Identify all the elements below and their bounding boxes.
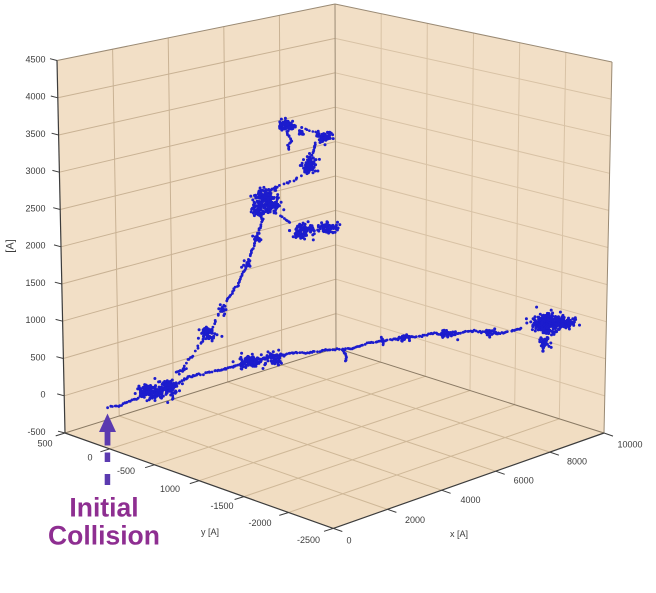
svg-text:[A]: [A] [5,239,17,252]
svg-text:y [A]: y [A] [201,527,219,537]
svg-text:Collision: Collision [48,521,160,551]
svg-text:4500: 4500 [25,54,45,64]
svg-text:0: 0 [346,536,351,546]
svg-text:-1500: -1500 [210,501,233,511]
svg-text:Initial: Initial [69,493,138,523]
svg-text:500: 500 [37,439,52,449]
svg-text:1500: 1500 [25,278,45,288]
svg-text:x [A]: x [A] [450,529,468,539]
svg-text:0: 0 [40,390,45,400]
svg-text:2500: 2500 [25,203,45,213]
svg-text:4000: 4000 [460,495,480,505]
svg-text:4000: 4000 [25,92,45,102]
svg-text:1000: 1000 [160,484,180,494]
svg-text:-2000: -2000 [248,518,271,528]
svg-text:10000: 10000 [617,439,642,449]
svg-text:2000: 2000 [405,515,425,525]
svg-text:-2500: -2500 [297,535,320,545]
svg-text:3500: 3500 [25,129,45,139]
svg-text:2000: 2000 [25,241,45,251]
svg-text:1000: 1000 [25,315,45,325]
svg-text:6000: 6000 [514,476,534,486]
svg-text:-500: -500 [117,466,135,476]
svg-text:500: 500 [30,352,45,362]
svg-text:3000: 3000 [25,166,45,176]
svg-text:-500: -500 [27,427,45,437]
svg-text:8000: 8000 [567,457,587,467]
svg-text:0: 0 [87,453,92,463]
